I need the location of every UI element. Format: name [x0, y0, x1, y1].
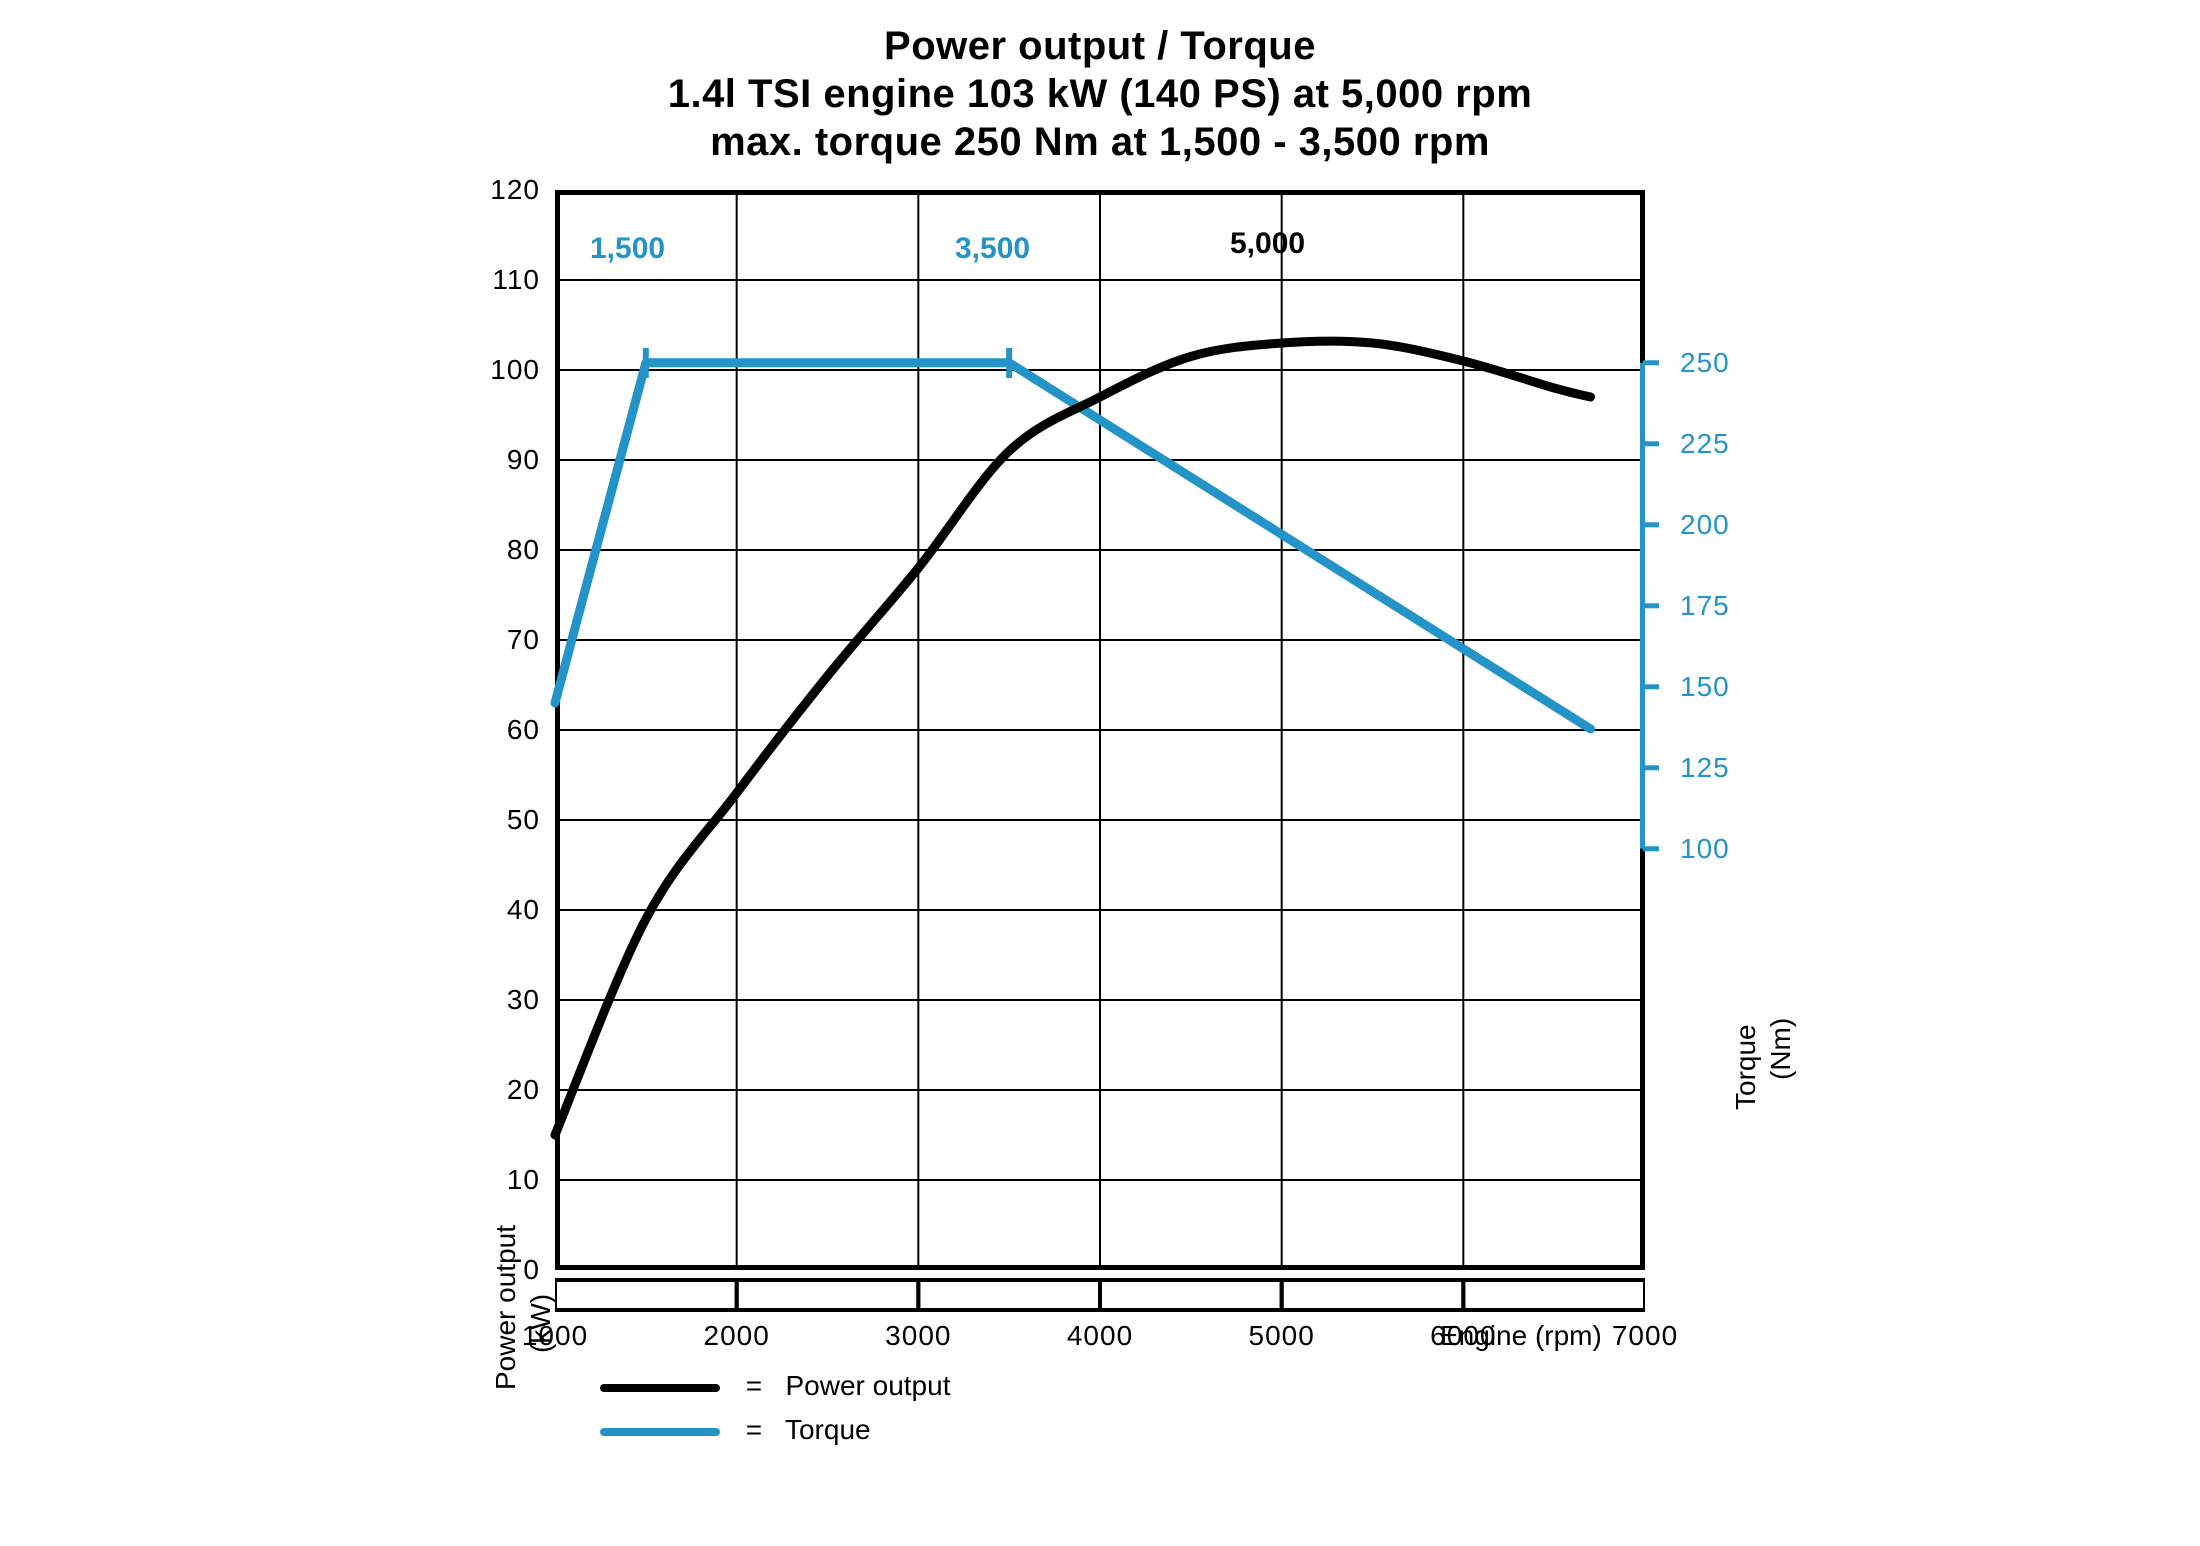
right-axis: [1643, 363, 1660, 849]
annot-5000: 5,000: [1230, 227, 1305, 261]
x-tick: 5000: [1249, 1320, 1315, 1352]
annot-3500: 3,500: [955, 232, 1030, 266]
legend-power: = Power output: [600, 1370, 950, 1402]
y-left-label-2: (kW): [525, 1294, 557, 1353]
chart-plot: [555, 190, 1645, 1270]
y-left-tick: 20: [507, 1074, 540, 1106]
x-tick: 2000: [704, 1320, 770, 1352]
x-tick-boxes: [555, 1278, 1645, 1312]
y-left-tick: 60: [507, 714, 540, 746]
chart-title-line2: 1.4l TSI engine 103 kW (140 PS) at 5,000…: [0, 72, 2200, 117]
x-tick: 3000: [885, 1320, 951, 1352]
chart-title-line1: Power output / Torque: [0, 24, 2200, 69]
x-axis-label: Engine (rpm): [1440, 1320, 1602, 1352]
y-right-label-2: (Nm): [1765, 1018, 1797, 1080]
y-right-tick: 100: [1680, 833, 1730, 865]
legend-power-label: Power output: [785, 1370, 950, 1401]
y-left-tick: 10: [507, 1164, 540, 1196]
y-left-tick: 80: [507, 534, 540, 566]
y-left-tick: 90: [507, 444, 540, 476]
legend-eq-1: =: [746, 1370, 762, 1401]
y-right-tick: 200: [1680, 509, 1730, 541]
y-right-tick: 175: [1680, 590, 1730, 622]
annot-1500: 1,500: [590, 232, 665, 266]
y-left-tick: 110: [492, 264, 540, 296]
legend-torque: = Torque: [600, 1414, 871, 1446]
y-right-tick: 125: [1680, 752, 1730, 784]
y-left-tick: 0: [523, 1254, 540, 1286]
x-tick: 7000: [1612, 1320, 1678, 1352]
y-left-tick: 100: [490, 354, 540, 386]
y-left-label-1: Power output: [490, 1225, 522, 1390]
x-tick: 4000: [1067, 1320, 1133, 1352]
torque-curve: [555, 363, 1591, 729]
y-left-tick: 120: [490, 174, 540, 206]
y-right-label-1: Torque: [1730, 1024, 1762, 1110]
y-right-tick: 250: [1680, 347, 1730, 379]
y-left-tick: 40: [507, 894, 540, 926]
y-right-tick: 225: [1680, 428, 1730, 460]
y-left-tick: 50: [507, 804, 540, 836]
y-left-tick: 70: [507, 624, 540, 656]
legend-eq-2: =: [746, 1414, 762, 1445]
legend-torque-label: Torque: [785, 1414, 871, 1445]
y-left-tick: 30: [507, 984, 540, 1016]
chart-title-line3: max. torque 250 Nm at 1,500 - 3,500 rpm: [0, 120, 2200, 165]
y-right-tick: 150: [1680, 671, 1730, 703]
